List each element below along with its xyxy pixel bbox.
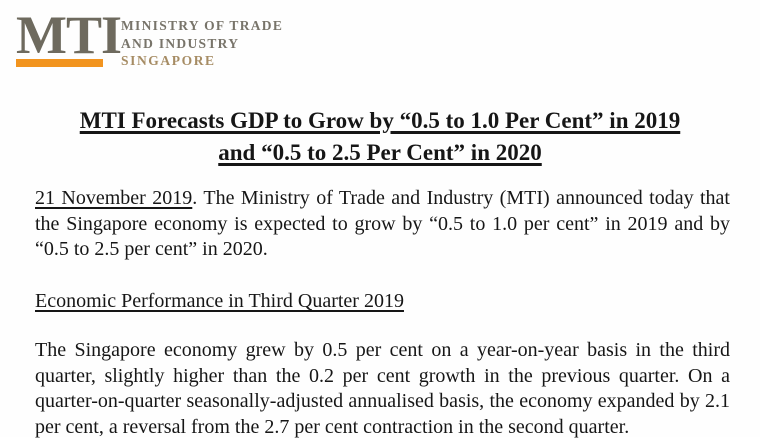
document-title: MTI Forecasts GDP to Grow by “0.5 to 1.0…	[30, 105, 730, 169]
ministry-name-line1: MINISTRY OF TRADE	[121, 18, 284, 33]
press-release-date: 21 November 2019	[35, 187, 193, 209]
document-title-row2: and “0.5 to 2.5 Per Cent” in 2020	[30, 137, 730, 169]
lead-paragraph-text: . The Ministry of Trade and Industry (MT…	[35, 187, 730, 260]
mti-logo: MTI	[16, 5, 122, 65]
section-heading-text: Economic Performance in Third Quarter 20…	[35, 290, 404, 312]
mti-logo-acronym: MTI	[16, 5, 122, 65]
ministry-name-block: MINISTRY OF TRADE AND INDUSTRY SINGAPORE	[121, 17, 283, 70]
section-heading: Economic Performance in Third Quarter 20…	[35, 289, 730, 315]
document-title-line1: MTI Forecasts GDP to Grow by “0.5 to 1.0…	[79, 108, 681, 133]
lead-paragraph: 21 November 2019. The Ministry of Trade …	[35, 186, 730, 263]
document-title-line2: and “0.5 to 2.5 Per Cent” in 2020	[218, 140, 542, 165]
ministry-country-label: SINGAPORE	[121, 53, 216, 68]
ministry-name-line2: AND INDUSTRY	[121, 35, 240, 51]
document-title-row1: MTI Forecasts GDP to Grow by “0.5 to 1.0…	[30, 105, 730, 137]
body-paragraph: The Singapore economy grew by 0.5 per ce…	[35, 339, 730, 438]
mti-logo-orange-bar	[16, 59, 103, 67]
